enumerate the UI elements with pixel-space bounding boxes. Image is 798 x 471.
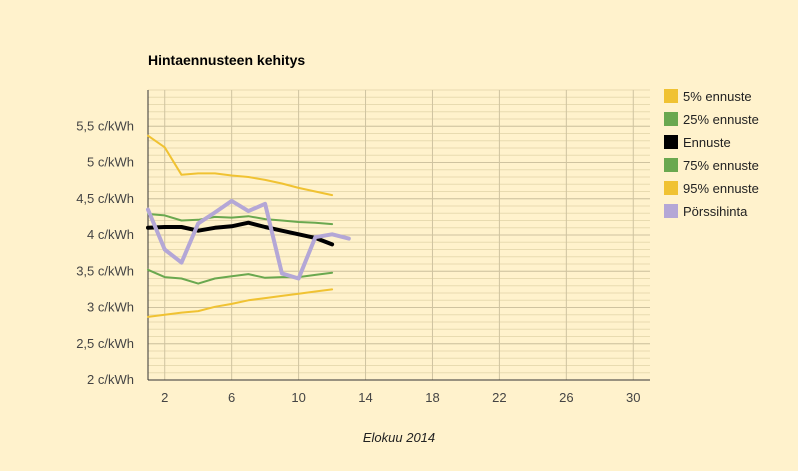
legend: 5% ennuste 25% ennuste Ennuste 75% ennuste 9… (664, 89, 759, 219)
x-axis-label: Elokuu 2014 (363, 430, 435, 445)
series-line-4 (147, 213, 334, 226)
y-tick-label: 5 c/kWh (87, 155, 134, 170)
y-tick-label: 3 c/kWh (87, 300, 134, 315)
series-line-5 (147, 134, 334, 197)
legend-label: 95% ennuste (683, 181, 759, 196)
y-tick-label: 4,5 c/kWh (76, 191, 134, 206)
y-tick-label: 3,5 c/kWh (76, 263, 134, 278)
legend-label: 75% ennuste (683, 158, 759, 173)
x-tick-label: 10 (291, 390, 305, 405)
x-tick-label: 30 (626, 390, 640, 405)
series-line-3 (146, 220, 335, 247)
x-tick-label: 2 (161, 390, 168, 405)
legend-swatch (664, 204, 678, 218)
y-tick-label: 2 c/kWh (87, 372, 134, 387)
series-lines (146, 134, 351, 318)
series-line-1 (147, 288, 334, 318)
legend-swatch (664, 89, 678, 103)
legend-swatch (664, 112, 678, 126)
x-tick-label: 26 (559, 390, 573, 405)
grid (148, 89, 650, 381)
y-tick-label: 4 c/kWh (87, 227, 134, 242)
legend-label: Pörssihinta (683, 204, 748, 219)
x-tick-label: 22 (492, 390, 506, 405)
legend-swatch (664, 181, 678, 195)
axes: 2 c/kWh 2,5 c/kWh 3 c/kWh 3,5 c/kWh 4 c/kWh 4… (76, 90, 650, 405)
legend-label: 25% ennuste (683, 112, 759, 127)
x-tick-label: 14 (358, 390, 372, 405)
legend-swatch (664, 135, 678, 149)
legend-label: 5% ennuste (683, 89, 752, 104)
series-line-6 (146, 198, 351, 281)
chart-title: Hintaennusteen kehitys (148, 52, 305, 68)
y-tick-label: 2,5 c/kWh (76, 336, 134, 351)
legend-label: Ennuste (683, 135, 731, 150)
x-tick-label: 6 (228, 390, 235, 405)
legend-swatch (664, 158, 678, 172)
x-tick-label: 18 (425, 390, 439, 405)
series-line-2 (147, 268, 334, 285)
y-tick-label: 5,5 c/kWh (76, 118, 134, 133)
